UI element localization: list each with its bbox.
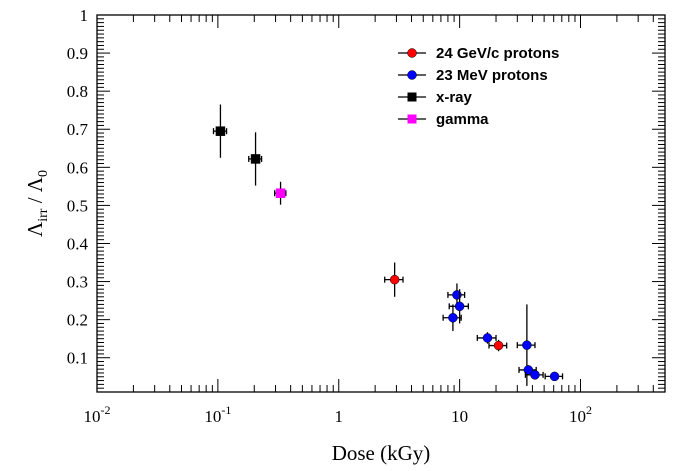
x-tick-label: 1 (335, 407, 344, 426)
legend-marker (407, 92, 417, 102)
legend-marker (407, 48, 417, 58)
data-point-square (250, 154, 261, 164)
x-tick-exponent: 2 (586, 403, 592, 417)
data-point-circle (454, 301, 465, 312)
y-tick-label: 0.3 (67, 273, 88, 292)
y-tick-label: 0.6 (67, 158, 88, 177)
x-tick-exponent: -1 (221, 403, 231, 417)
y-tick-label: 0.7 (67, 120, 89, 139)
y-tick-label: 0.4 (67, 234, 89, 253)
data-point-circle (389, 274, 400, 285)
y-tick-label: 0.8 (67, 82, 88, 101)
legend-label: gamma (436, 111, 489, 128)
y-tick-label: 1 (80, 6, 89, 25)
ticks-layer (96, 14, 666, 393)
y-axis-title: Λirr / Λ0 (23, 170, 51, 237)
data-point-circle (549, 371, 560, 382)
x-tick-label: 10 (451, 407, 468, 426)
plot-frame (96, 14, 666, 393)
legend-label: 24 GeV/c protons (436, 45, 559, 62)
legend-label: 23 MeV protons (436, 67, 548, 84)
y-axis-title-sub1: irr (36, 208, 51, 222)
x-tick-label: 10-2 (84, 403, 111, 426)
data-point-circle (482, 333, 493, 343)
y-axis-title-main: Λ (23, 221, 47, 237)
x-tick-label: 102 (569, 403, 592, 426)
x-tick-exponent: -2 (101, 403, 111, 417)
data-point-square (215, 126, 226, 136)
y-tick-label: 0.5 (67, 196, 88, 215)
y-tick-label: 0.9 (67, 44, 88, 63)
x-tick-label: 10-1 (204, 403, 231, 426)
data-point-circle (448, 312, 458, 323)
legend: 24 GeV/c protons 23 MeV protons x-ray gamma (398, 45, 559, 128)
data-point-square (275, 188, 286, 198)
x-axis-title: Dose (kGy) (332, 441, 431, 465)
data-point-circle (493, 340, 504, 351)
x-tick-base: 1 (335, 407, 344, 426)
data-point-circle (522, 340, 532, 350)
y-tick-label: 0.1 (67, 349, 88, 368)
y-tick-label: 0.2 (67, 311, 88, 330)
legend-label: x-ray (436, 89, 473, 106)
marks-layer (212, 104, 564, 386)
x-tick-base: 10 (84, 407, 101, 426)
x-tick-base: 10 (204, 407, 221, 426)
x-tick-base: 10 (451, 407, 468, 426)
y-axis-title-mid: / Λ (23, 176, 47, 208)
y-axis-title-sub2: 0 (36, 170, 51, 177)
x-tick-base: 10 (569, 407, 586, 426)
legend-marker (407, 70, 417, 80)
legend-marker (407, 114, 417, 124)
data-point-circle (530, 370, 540, 380)
